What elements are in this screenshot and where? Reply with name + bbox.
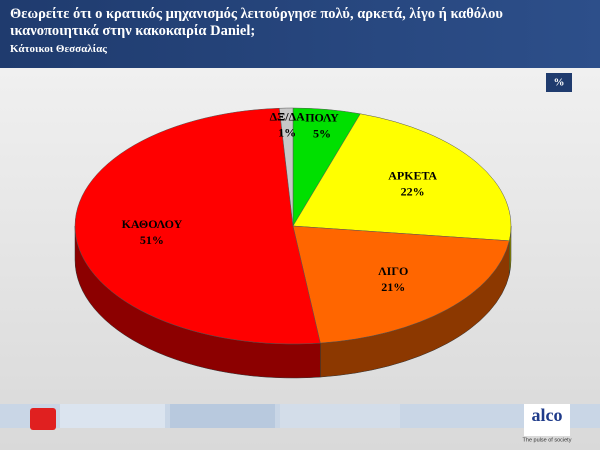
tagline: The pulse of society: [523, 437, 572, 443]
unit-label: %: [554, 77, 565, 89]
slice-value-label: 51%: [140, 233, 164, 247]
slice-label: ΠΟΛΥ: [305, 111, 339, 125]
brand: alco: [532, 405, 563, 425]
slice-value-label: 21%: [381, 280, 405, 294]
pie: ΠΟΛΥ 5% ΑΡΚΕΤΑ 22% ΛΙΓΟ 21% ΚΑΘΟΛΟΥ 51% ΔΞ/ΔΑ 1%: [74, 107, 512, 379]
header-band: [0, 0, 600, 68]
footer-block: [170, 404, 275, 428]
slice-value-label: 22%: [401, 185, 425, 199]
slice: [74, 107, 321, 345]
slice-label: ΑΡΚΕΤΑ: [388, 169, 437, 183]
slice-label: ΚΑΘΟΛΟΥ: [122, 217, 183, 231]
unit-box: [546, 73, 572, 92]
slice: [279, 107, 294, 227]
slice-label: ΛΙΓΟ: [378, 264, 408, 278]
brand-box: [524, 404, 570, 436]
slice: [292, 225, 510, 344]
chart-title: Θεωρείτε ότι ο κρατικός μηχανισμός λειτο…: [10, 6, 503, 39]
channel-logo: [30, 408, 56, 430]
slice-label: ΔΞ/ΔΑ: [270, 109, 306, 123]
footer-block: [280, 404, 400, 428]
footer-block: [60, 404, 165, 428]
slice-value-label: 5%: [313, 127, 331, 141]
header: Θεωρείτε ότι ο κρατικός μηχανισμός λειτο…: [10, 6, 503, 55]
slice: [292, 113, 512, 242]
chart-subtitle: Κάτοικοι Θεσσαλίας: [10, 43, 107, 55]
slice-value-label: 1%: [278, 125, 296, 139]
